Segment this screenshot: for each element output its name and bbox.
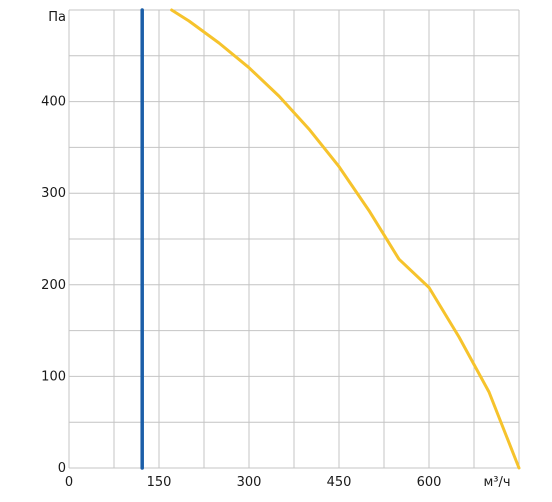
y-tick-label: 200 [41,278,66,293]
x-axis-label: м³/ч [483,475,510,490]
x-axis-ticks: 0 150 300 450 600 [65,475,442,490]
x-tick-label: 150 [147,475,172,490]
x-tick-label: 450 [327,475,352,490]
x-tick-label: 0 [65,475,73,490]
y-axis-label: Па [48,10,66,25]
grid [68,9,520,469]
y-tick-label: 100 [41,369,66,384]
y-tick-label: 0 [58,461,66,476]
performance-curve [170,8,521,470]
y-tick-label: 300 [41,186,66,201]
x-tick-label: 300 [237,475,262,490]
y-axis-ticks: 0 100 200 300 400 [41,95,66,476]
x-tick-label: 600 [417,475,442,490]
series-layer [140,8,521,470]
y-tick-label: 400 [41,95,66,110]
